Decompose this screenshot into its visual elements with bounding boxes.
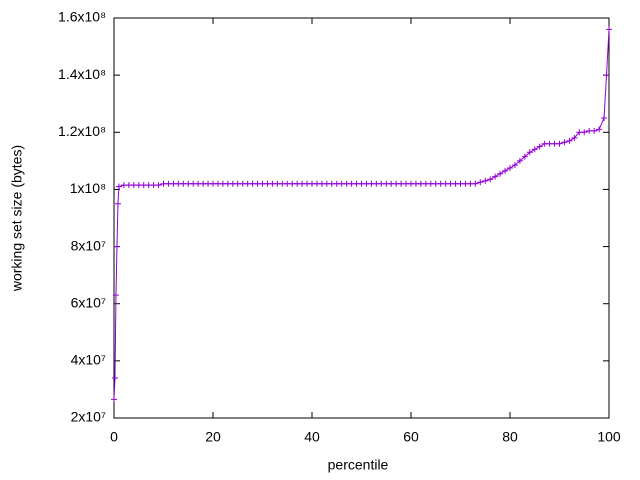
data-point xyxy=(581,129,588,136)
x-tick-label: 40 xyxy=(304,429,320,445)
data-point xyxy=(536,143,543,150)
data-point xyxy=(601,115,608,121)
y-tick-label: 1x10⁸ xyxy=(70,180,106,196)
data-point xyxy=(561,139,568,146)
x-tick-label: 20 xyxy=(205,429,221,445)
data-point xyxy=(111,396,117,403)
data-point xyxy=(603,72,610,79)
data-point xyxy=(472,180,479,187)
data-point xyxy=(115,183,122,190)
data-point xyxy=(497,170,504,177)
data-point xyxy=(487,176,494,183)
data-point xyxy=(502,167,509,174)
data-point xyxy=(155,182,162,189)
y-tick-label: 2x10⁷ xyxy=(71,409,106,425)
data-point xyxy=(507,165,513,171)
x-tick-label: 60 xyxy=(403,429,419,445)
data-point xyxy=(111,375,118,381)
x-tick-label: 100 xyxy=(597,429,621,445)
x-axis-label: percentile xyxy=(328,457,389,473)
data-point xyxy=(521,153,528,160)
data-line xyxy=(113,29,610,400)
data-point xyxy=(556,140,563,147)
y-tick-label: 8x10⁷ xyxy=(71,237,106,253)
data-point xyxy=(482,177,489,184)
data-point xyxy=(606,26,612,33)
data-point xyxy=(571,135,578,141)
data-point xyxy=(526,149,533,156)
plot-border xyxy=(113,17,610,419)
data-point xyxy=(531,146,538,153)
y-tick-label: 6x10⁷ xyxy=(71,294,106,310)
y-tick-label: 1.4x10⁸ xyxy=(58,66,106,82)
data-point xyxy=(477,179,484,186)
x-tick-label: 0 xyxy=(110,429,118,445)
data-point xyxy=(511,162,518,169)
data-point xyxy=(113,243,120,250)
data-point xyxy=(492,173,499,180)
data-point xyxy=(112,292,119,299)
y-tick-label: 1.2x10⁸ xyxy=(58,123,106,139)
y-tick-label: 4x10⁷ xyxy=(71,352,106,368)
data-point xyxy=(114,200,121,207)
y-tick-label: 1.6x10⁸ xyxy=(58,9,106,25)
data-point xyxy=(516,157,523,164)
data-point xyxy=(566,137,573,144)
data-point xyxy=(591,127,598,134)
y-axis-label: working set size (bytes) xyxy=(9,145,25,292)
x-tick-label: 80 xyxy=(502,429,518,445)
data-point xyxy=(596,126,603,133)
